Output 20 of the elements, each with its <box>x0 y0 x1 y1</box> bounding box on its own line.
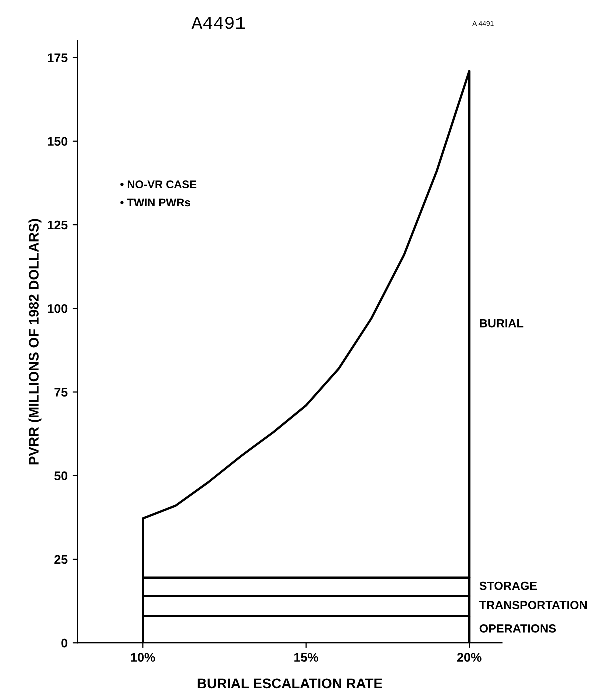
y-tick-label: 75 <box>54 388 68 397</box>
series-label: TRANSPORTATION <box>479 601 587 610</box>
y-axis-title: PVRR (MILLIONS OF 1982 DOLLARS) <box>28 219 42 465</box>
annotation: • TWIN PWRs <box>120 198 190 207</box>
series-label: BURIAL <box>480 319 524 328</box>
y-tick-label: 150 <box>48 137 68 146</box>
y-tick-label: 100 <box>48 304 68 314</box>
y-tick-label: 125 <box>48 220 68 230</box>
annotation: • NO-VR CASE <box>120 180 197 189</box>
y-tick-label: 175 <box>48 54 68 62</box>
series-label: OPERATIONS <box>480 624 556 633</box>
y-tick-label: 0 <box>62 638 68 648</box>
series-label: STORAGE <box>480 582 538 590</box>
x-tick-label: 15% <box>294 653 319 662</box>
y-tick-label: 50 <box>54 472 68 481</box>
y-tick-label: 25 <box>54 555 68 564</box>
x-axis-title: BURIAL ESCALATION RATE <box>198 678 382 689</box>
chart-title: A4491 <box>192 16 246 30</box>
x-tick-label: 20% <box>457 653 482 662</box>
x-tick-label: 10% <box>131 653 156 662</box>
